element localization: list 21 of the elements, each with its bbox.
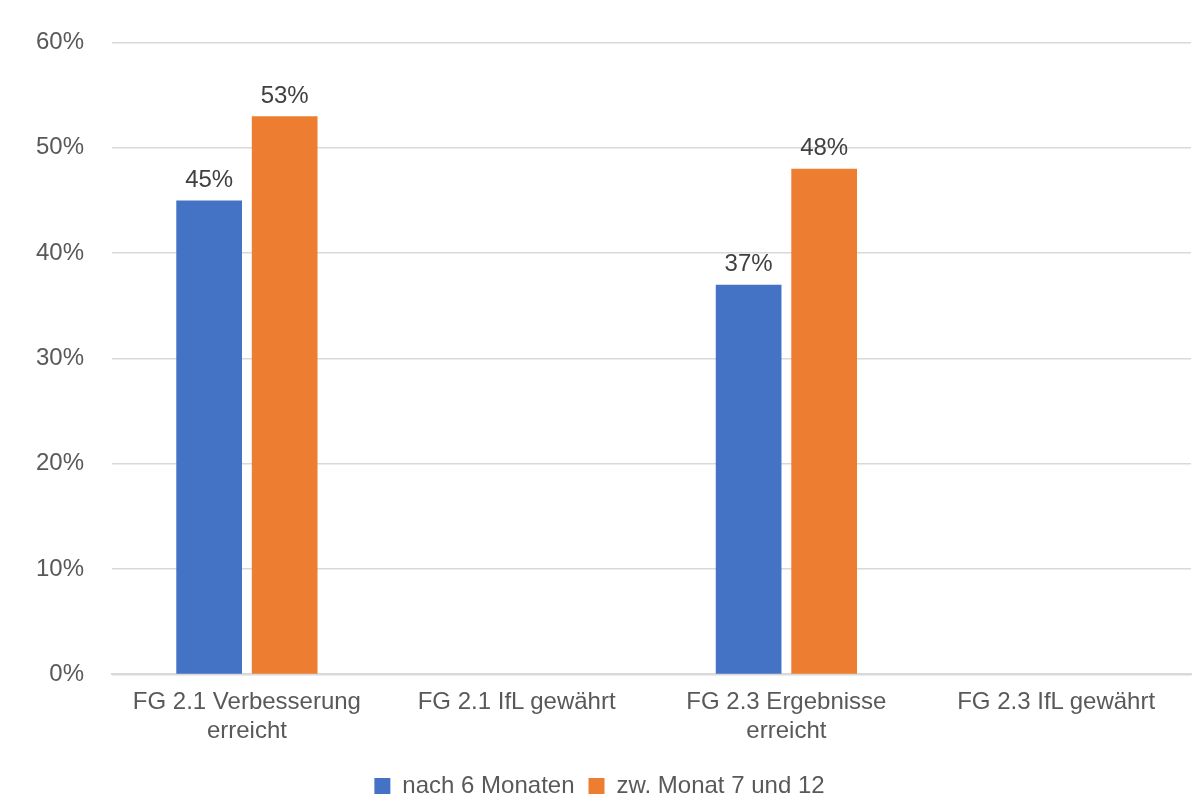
bar	[251, 116, 318, 674]
y-tick-label: 60%	[35, 27, 85, 55]
y-tick-label: 40%	[35, 237, 85, 265]
x-tick-label: FG 2.3 Ergebnisse erreicht	[686, 687, 887, 744]
bar	[176, 200, 242, 674]
legend-label: nach 6 Monaten	[402, 770, 575, 798]
data-label: 48%	[800, 133, 849, 161]
y-tick-label: 20%	[35, 448, 85, 476]
legend-label: zw. Monat 7 und 12	[616, 770, 825, 798]
y-tick-label: 0%	[49, 659, 85, 687]
data-label: 45%	[185, 165, 234, 193]
y-tick-label: 50%	[35, 132, 85, 160]
y-tick-label: 30%	[35, 343, 85, 371]
x-tick-label: FG 2.1 IfL gewährt	[417, 687, 616, 715]
x-tick-label: FG 2.3 IfL gewährt	[957, 687, 1156, 715]
data-label: 53%	[260, 80, 309, 108]
x-tick-label: FG 2.1 Verbesserung erreicht	[132, 687, 361, 744]
bar	[791, 168, 858, 674]
data-label: 37%	[724, 249, 773, 277]
bar	[715, 284, 782, 674]
y-tick-label: 10%	[35, 553, 85, 581]
